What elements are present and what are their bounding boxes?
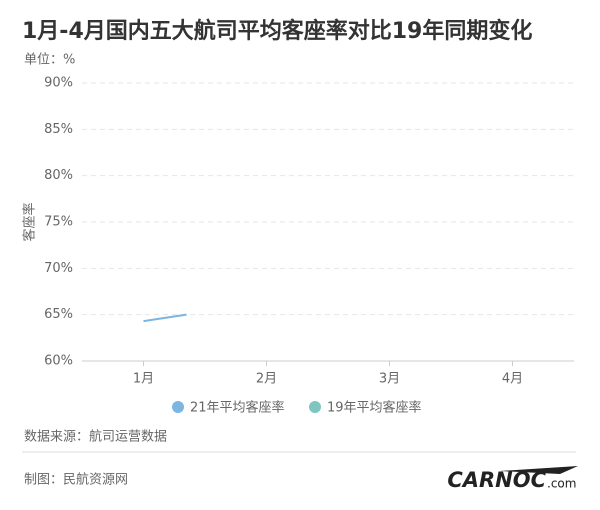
y-tick-label: 60% [44, 354, 73, 369]
y-axis-label: 客座率 [22, 202, 38, 241]
x-tick-label: 1月 [133, 372, 154, 387]
chart-title: 1月-4月国内五大航司平均客座率对比19年同期变化 [22, 18, 532, 44]
credit: 制图：民航资源网 [24, 472, 128, 488]
x-tick-label: 4月 [502, 372, 523, 387]
source: 数据来源：航司运营数据 [24, 429, 167, 445]
x-tick-label: 2月 [256, 372, 277, 387]
series-line [143, 313, 187, 323]
legend-label: 21年平均客座率 [190, 400, 285, 416]
legend-marker [309, 401, 321, 413]
y-tick-label: 90% [44, 76, 73, 91]
y-tick-label: 85% [44, 122, 73, 137]
legend-label: 19年平均客座率 [327, 400, 422, 416]
legend-marker [172, 401, 184, 413]
logo-suffix: .com [547, 477, 576, 491]
y-tick-label: 80% [44, 168, 73, 183]
x-tick-label: 3月 [379, 372, 400, 387]
y-tick-label: 65% [44, 307, 73, 322]
y-tick-label: 75% [44, 215, 73, 230]
unit-label: 单位：% [24, 53, 75, 68]
logo-wing [500, 466, 578, 474]
y-tick-label: 70% [44, 261, 73, 276]
